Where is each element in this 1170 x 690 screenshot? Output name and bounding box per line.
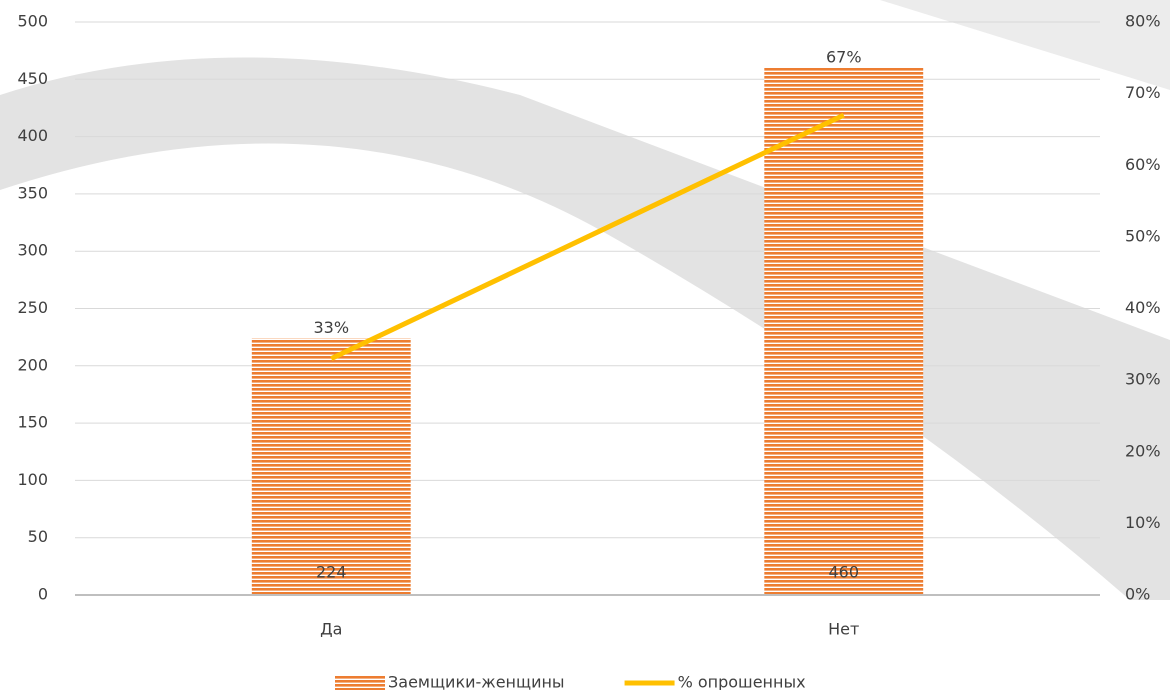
y-tick-label: 350 [17,183,48,202]
line [330,112,845,361]
y-tick-label: 450 [17,69,48,88]
y-tick-label: 500 [17,12,48,31]
y-tick-label: 150 [17,413,48,432]
line-value-label: 67% [826,47,862,66]
y-tick-label: 300 [17,241,48,260]
bar-value-label: 224 [316,563,347,582]
x-tick-label: Да [320,620,342,639]
legend-swatch [335,676,385,690]
y2-tick-label: 0% [1125,585,1150,604]
y2-tick-label: 50% [1125,226,1161,245]
y-tick-label: 200 [17,355,48,374]
y-tick-label: 400 [17,126,48,145]
y2-tick-label: 20% [1125,441,1161,460]
y2-tick-label: 80% [1125,12,1161,31]
y2-tick-label: 70% [1125,83,1161,102]
y2-tick-label: 30% [1125,370,1161,389]
bar [251,338,411,595]
y-tick-label: 100 [17,470,48,489]
bar [764,67,924,596]
line-value-label: 33% [313,318,349,337]
y2-tick-label: 10% [1125,513,1161,532]
y-tick-label: 50 [28,527,48,546]
y-tick-label: 0 [38,585,48,604]
x-tick-label: Нет [828,620,859,639]
y2-tick-label: 40% [1125,298,1161,317]
legend-label: Заемщики-женщины [388,673,565,690]
background-swoosh [0,57,1170,600]
legend-label: % опрошенных [678,673,806,690]
bar-value-label: 460 [828,563,859,582]
y2-tick-label: 60% [1125,155,1161,174]
y-tick-label: 250 [17,298,48,317]
